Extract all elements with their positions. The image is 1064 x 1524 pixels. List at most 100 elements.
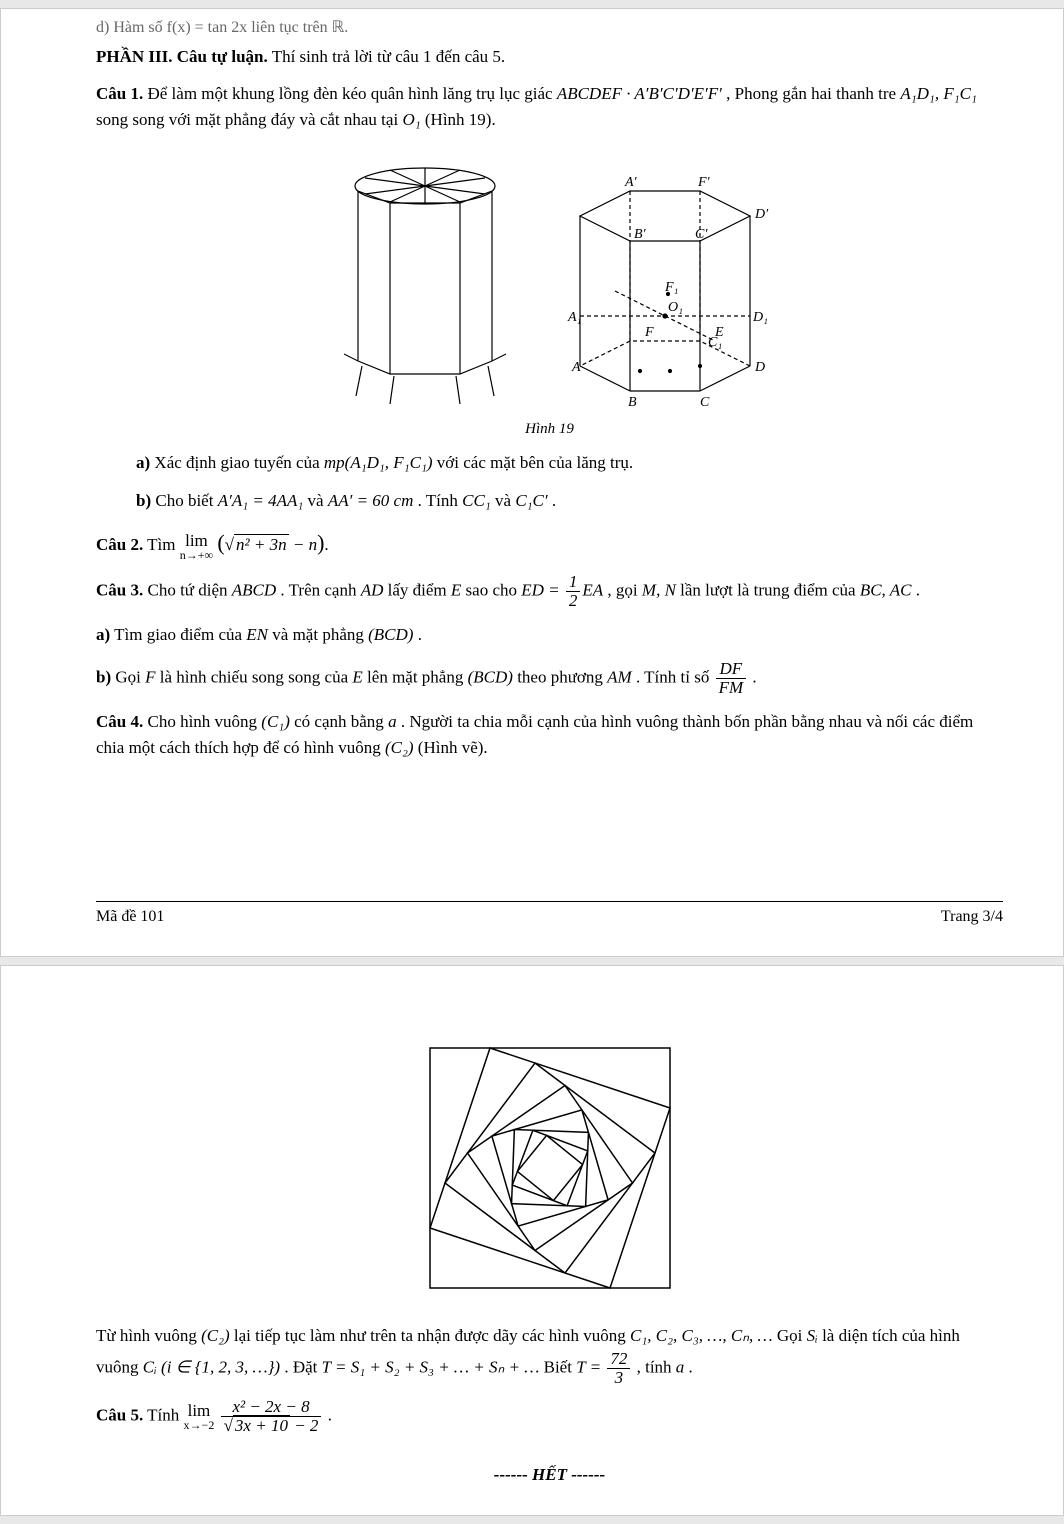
svg-text:A₁: A₁ xyxy=(567,310,581,325)
q3a-t: Tìm giao điểm của xyxy=(110,625,246,644)
question-1: Câu 1. Để làm một khung lồng đèn kéo quâ… xyxy=(96,81,1003,134)
svg-text:D₁: D₁ xyxy=(752,310,768,325)
q4-m2: a xyxy=(388,712,397,731)
page-3: d) Hàm số f(x) = tan 2x liên tục trên ℝ.… xyxy=(0,8,1064,957)
q5-frac: x² − 2x − 8 √3x + 10 − 2 xyxy=(221,1398,322,1435)
q2-label: Câu 2. xyxy=(96,535,143,554)
q3-m6: BC, AC xyxy=(860,580,912,599)
q4c-m6a: T = xyxy=(576,1357,605,1376)
q3-t5: , gọi xyxy=(603,580,642,599)
q4c-m5: T = S₁ + S₂ + S₃ + … + Sₙ + … xyxy=(322,1357,540,1376)
q3-m3: E xyxy=(451,580,461,599)
svg-text:C′: C′ xyxy=(695,227,708,242)
q3-m4a: ED = xyxy=(521,580,564,599)
q3-frac1: 12 xyxy=(566,573,581,610)
svg-text:F: F xyxy=(644,325,654,340)
q3b-frac-den: FM xyxy=(716,679,747,697)
q3b-m1: F xyxy=(145,667,155,686)
question-4: Câu 4. Cho hình vuông (C₁) có cạnh bằng … xyxy=(96,709,1003,762)
q5-lim: lim x→−2 xyxy=(184,1402,215,1431)
q2-t1: Tìm xyxy=(143,535,180,554)
q4-m3: (C₂) xyxy=(385,738,414,757)
q3a-t3: . xyxy=(413,625,422,644)
q3-t2: . Trên cạnh xyxy=(276,580,361,599)
previous-option-cut: d) Hàm số f(x) = tan 2x liên tục trên ℝ. xyxy=(96,17,1003,41)
q1a-t1: Xác định giao tuyến của xyxy=(150,453,324,472)
q1b-t1: Cho biết xyxy=(151,491,218,510)
svg-text:D: D xyxy=(754,360,765,375)
q1b-t2: và xyxy=(303,491,328,510)
figure-19: A′ F′ D′ B′ C′ A₁ D₁ O₁ F₁ C₁ E F A B C … xyxy=(96,146,1003,438)
q3b-t2: là hình chiếu song song của xyxy=(156,667,353,686)
q1b-t4: và xyxy=(491,491,516,510)
q4c-t7: , tính xyxy=(632,1357,675,1376)
question-5: Câu 5. Tính lim x→−2 x² − 2x − 8 √3x + 1… xyxy=(96,1398,1003,1435)
svg-text:F₁: F₁ xyxy=(664,280,678,295)
q5-den-sqrt: 3x + 10 xyxy=(233,1415,290,1435)
q3b-t6: . xyxy=(748,667,757,686)
q5-lim-top: lim xyxy=(184,1402,215,1419)
q1a-label: a) xyxy=(136,453,150,472)
q1-m2: A₁D₁, F₁C₁ xyxy=(900,84,977,103)
q5-t2: . xyxy=(323,1406,332,1425)
question-1b: b) Cho biết A′A₁ = 4AA₁ và AA′ = 60 cm .… xyxy=(136,488,1003,514)
q1-t4: (Hình 19). xyxy=(421,110,496,129)
q3-t7: . xyxy=(911,580,920,599)
q2-lim-top: lim xyxy=(180,532,213,549)
q3b-frac-num: DF xyxy=(716,660,747,679)
q4c-frac-num: 72 xyxy=(607,1350,630,1369)
q4-label: Câu 4. xyxy=(96,712,143,731)
page-4: Từ hình vuông (C₂) lại tiếp tục làm như … xyxy=(0,965,1064,1516)
q3b-label: b) xyxy=(96,667,111,686)
q1-m3: O₁ xyxy=(402,110,420,129)
q4c-m1: (C₂) xyxy=(201,1326,230,1345)
q5-t1: Tính xyxy=(143,1406,183,1425)
q3-label: Câu 3. xyxy=(96,580,143,599)
q1-m1: ABCDEF · A′B′C′D′E′F′ xyxy=(557,84,722,103)
q4-m1: (C₁) xyxy=(261,712,290,731)
q2-lim-bot: n→+∞ xyxy=(180,549,213,561)
figure-19-caption: Hình 19 xyxy=(96,421,1003,438)
q4c-t2: lại tiếp tục làm như trên ta nhận được d… xyxy=(230,1326,630,1345)
svg-text:B′: B′ xyxy=(634,227,647,242)
q3b-m3: (BCD) xyxy=(468,667,513,686)
figure-spiral xyxy=(96,1038,1003,1303)
end-marker: ------ HẾT ------ xyxy=(96,1465,1003,1485)
svg-text:E: E xyxy=(714,325,724,340)
q1b-m3: CC₁ xyxy=(462,491,491,510)
q2-sqrt-inner: n² + 3n xyxy=(234,534,289,554)
svg-text:C: C xyxy=(700,395,710,410)
question-1-label: Câu 1. xyxy=(96,84,143,103)
q3-m4b: EA xyxy=(582,580,603,599)
q5-frac-den: √3x + 10 − 2 xyxy=(221,1417,322,1435)
q3b-t3: lên mặt phẳng xyxy=(363,667,468,686)
q3-t3: lấy điểm xyxy=(383,580,451,599)
svg-text:B: B xyxy=(628,395,637,410)
q4c-t3: Gọi xyxy=(773,1326,807,1345)
question-3: Câu 3. Cho tứ diện ABCD . Trên cạnh AD l… xyxy=(96,573,1003,610)
page-footer-3: Mã đề 101 Trang 3/4 xyxy=(96,901,1003,926)
question-4-continued: Từ hình vuông (C₂) lại tiếp tục làm như … xyxy=(96,1323,1003,1386)
q1a-m1: mp(A₁D₁, F₁C₁) xyxy=(324,453,433,472)
q1a-t2: với các mặt bên của lăng trụ. xyxy=(433,453,634,472)
q3-t4: sao cho xyxy=(461,580,521,599)
q3b-frac: DFFM xyxy=(716,660,747,697)
question-3a: a) Tìm giao điểm của EN và mặt phẳng (BC… xyxy=(96,622,1003,648)
svg-text:F′: F′ xyxy=(697,175,711,190)
q3-m2: AD xyxy=(361,580,384,599)
q4c-t6: Biết xyxy=(539,1357,576,1376)
q3-m1: ABCD xyxy=(232,580,276,599)
q2-close: . xyxy=(324,535,328,554)
q4c-t8: . xyxy=(684,1357,693,1376)
q1-t1: Để làm một khung lồng đèn kéo quân hình … xyxy=(143,84,557,103)
exam-code: Mã đề 101 xyxy=(96,908,164,926)
svg-text:A: A xyxy=(571,360,581,375)
q1b-m1: A′A₁ = 4AA₁ xyxy=(218,491,304,510)
question-3b: b) Gọi F là hình chiếu song song của E l… xyxy=(96,660,1003,697)
q3a-m2: (BCD) xyxy=(368,625,413,644)
q4c-frac: 723 xyxy=(607,1350,630,1387)
q3b-t1: Gọi xyxy=(111,667,145,686)
q1b-t3: . Tính xyxy=(413,491,462,510)
spiral-svg xyxy=(420,1038,680,1298)
q3a-t2: và mặt phẳng xyxy=(268,625,368,644)
